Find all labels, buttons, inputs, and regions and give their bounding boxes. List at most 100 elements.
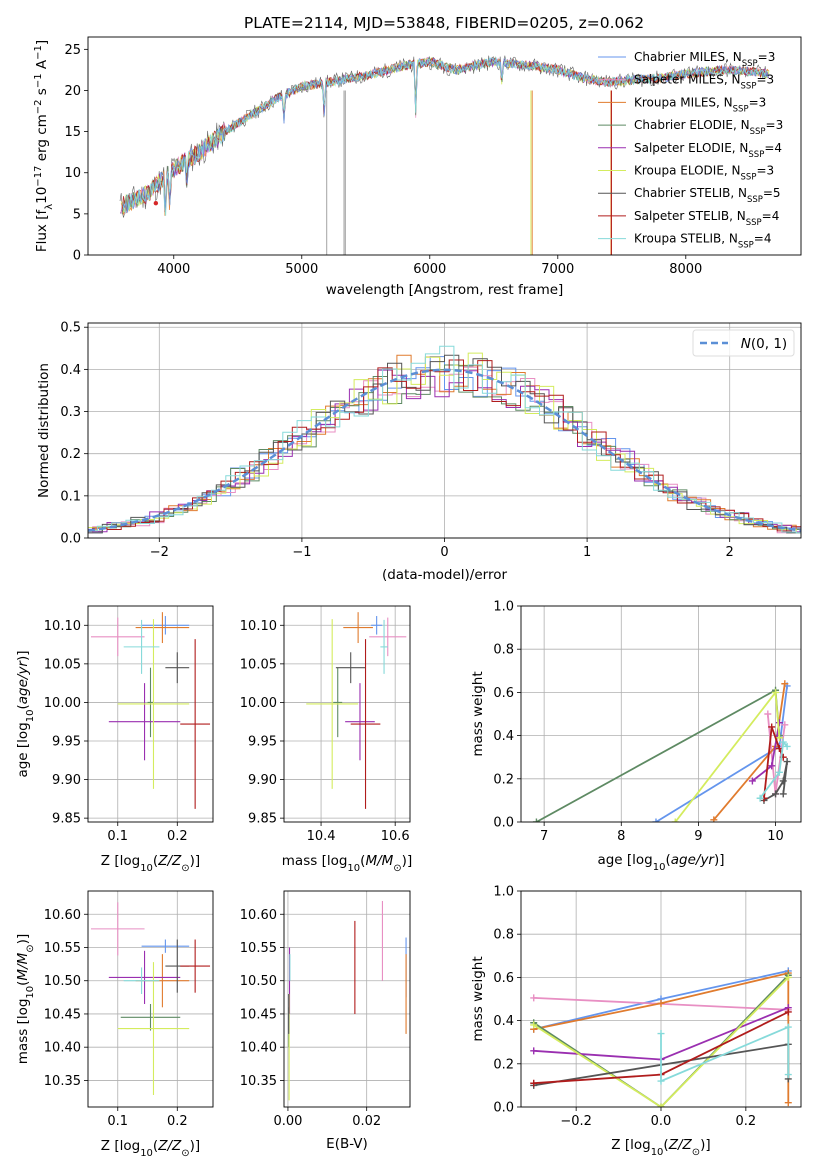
weight-vs-age-xlabel-part: )] [714, 852, 725, 868]
weight-vs-Z-xlabel-part: ( [663, 1137, 668, 1153]
weight-vs-age-ytick-label: 0.0 [493, 816, 514, 831]
spectrum-ytick-label: 25 [64, 43, 81, 58]
residual-histogram-xtick-label: −2 [150, 545, 169, 560]
histogram-legend-label-part: N [741, 336, 751, 352]
weight-vs-age-point-marker [671, 818, 679, 822]
age-vs-mass-xlabel-part: )] [402, 853, 413, 869]
mass-vs-EBV-errorbars [288, 900, 407, 1101]
weight-vs-age-xtick-label: 10 [767, 829, 784, 844]
weight-vs-age-point-marker [779, 738, 787, 746]
age-vs-mass-xlabel-part: M/M [365, 853, 393, 869]
residual-histogram-ytick-label: 0.5 [60, 321, 81, 336]
weight-vs-Z-xlabel-part: )] [700, 1137, 711, 1153]
age-vs-Z-ytick-label: 10.00 [44, 696, 81, 711]
legend-entry-value: =5 [763, 186, 781, 200]
mass-vs-Z-axes [84, 891, 213, 1111]
weight-vs-age-axes [517, 605, 801, 826]
age-vs-Z-xlabel-part: ⊙ [181, 863, 189, 874]
weight-vs-age-ylabel: mass weight [470, 671, 486, 756]
age-vs-Z-xlabel-part: Z [log [101, 853, 140, 869]
legend-entry-text: Kroupa STELIB, N [634, 232, 738, 246]
legend-entry-label: Kroupa ELODIE, NSSP=3 [634, 164, 774, 183]
weight-vs-age-point-marker [652, 818, 660, 822]
mass-vs-EBV-xtick-label: 0.02 [352, 1114, 381, 1129]
weight-vs-Z-point-marker [530, 1021, 538, 1029]
mass-vs-Z-ytick-label: 10.45 [44, 1007, 81, 1022]
age-vs-mass-xlabel-part: mass [log [282, 853, 348, 869]
legend-entry-value: =3 [766, 118, 784, 132]
histogram-ylabel: Normed distribution [36, 363, 52, 498]
weight-vs-age-xlabel-part: age [log [597, 852, 652, 868]
weight-vs-Z-xlabel: Z [log10(Z/Z⊙)] [611, 1137, 710, 1158]
legend-entry-sub: SSP [748, 150, 764, 160]
weight-vs-Z-xlabel-part: ⊙ [692, 1147, 700, 1158]
age-vs-Z-errorbars [90, 612, 211, 809]
age-vs-mass-ytick-label: 9.85 [248, 812, 277, 827]
residual-histogram-ytick-label: 0.2 [60, 447, 81, 462]
spectrum-ytick-label: 0 [73, 249, 81, 264]
spectrum-ylabel-part: erg cm [34, 114, 50, 165]
weight-vs-age-lines [532, 680, 791, 822]
mass-vs-EBV-ytick-label: 10.35 [240, 1074, 277, 1089]
mass-vs-Z-ylabel-part: ⊙ [25, 944, 36, 952]
histogram-legend-label-part: (0, 1) [751, 336, 787, 352]
legend-entry-label: Chabrier MILES, NSSP=3 [634, 50, 775, 69]
legend-entry-label: Salpeter ELODIE, NSSP=4 [634, 141, 782, 160]
spectrum-ytick-label: 15 [64, 125, 81, 140]
weight-vs-Z-ytick-label: 0.6 [493, 971, 514, 986]
weight-vs-age-point-marker [783, 742, 791, 750]
age-vs-Z-ylabel-part: )] [15, 650, 31, 661]
weight-vs-age-xtick-label: 9 [694, 829, 702, 844]
mass-vs-Z-xtick-label: 0.1 [107, 1114, 128, 1129]
age-vs-Z-frame [87, 605, 214, 823]
histogram-series-step [88, 354, 801, 534]
legend-entry-value: =4 [764, 141, 782, 155]
legend-entry-text: Salpeter STELIB, N [634, 209, 746, 223]
mass-vs-Z-ylabel: mass [log10(M/M⊙)] [15, 934, 36, 1064]
weight-vs-Z-point-marker [530, 994, 538, 1002]
mass-vs-Z-xlabel-part: ⊙ [181, 1148, 189, 1159]
age-vs-Z-ytick-label: 10.05 [44, 657, 81, 672]
weight-vs-Z-frame [520, 890, 802, 1108]
age-vs-mass-ytick-label: 10.10 [240, 619, 277, 634]
spectrum-ylabel-part: s [34, 88, 50, 99]
mass-vs-Z-xlabel-part: ( [153, 1138, 158, 1154]
weight-vs-Z-point-marker [784, 1099, 792, 1107]
weight-vs-Z-point-marker [657, 999, 665, 1007]
weight-vs-age-point-marker [756, 794, 764, 802]
weight-vs-Z-series-line [533, 974, 789, 1107]
spectrum-xlabel: wavelength [Angstrom, rest frame] [326, 282, 564, 298]
weight-vs-age-point-marker [775, 768, 783, 776]
weight-vs-age-xlabel-part: 10 [653, 862, 666, 873]
age-vs-Z-xtick-label: 0.1 [107, 829, 128, 844]
legend-entry-text: Chabrier MILES, N [634, 50, 742, 64]
age-vs-Z-axes [84, 606, 213, 826]
residual-histogram-ytick-label: 0.3 [60, 405, 81, 420]
weight-vs-Z-ylabel: mass weight [470, 956, 486, 1041]
age-vs-mass-frame [283, 605, 411, 823]
spectrum-ylabel-part: −17 [33, 166, 44, 187]
weight-vs-age-point-marker [768, 762, 776, 770]
gaussian-curve [88, 368, 801, 532]
mass-vs-EBV-axes [280, 891, 410, 1111]
residual-histogram-xtick-label: 0 [440, 545, 448, 560]
spectrum-masked-point [153, 200, 159, 206]
residual-histogram-frame [87, 322, 802, 539]
weight-vs-Z-xlabel-part: Z/Z [668, 1137, 693, 1153]
mass-vs-Z-ytick-label: 10.40 [44, 1041, 81, 1056]
mass-vs-Z-xlabel: Z [log10(Z/Z⊙)] [101, 1138, 200, 1159]
age-vs-Z-xlabel-part: 10 [140, 863, 153, 874]
spectrum-ylabel-part: −2 [33, 99, 44, 114]
legend-entry-sub: SSP [741, 173, 757, 183]
weight-vs-age-point-marker [779, 790, 787, 798]
histogram-series-step [88, 369, 801, 533]
weight-vs-Z-point-marker [657, 1103, 665, 1107]
residual-histogram-xtick-label: −1 [292, 545, 311, 560]
mass-vs-Z-ylabel-part: ( [15, 981, 31, 986]
age-vs-mass-errorbars [306, 612, 407, 809]
age-vs-mass-ytick-label: 9.95 [248, 735, 277, 750]
mass-vs-Z-xlabel-part: Z/Z [157, 1138, 182, 1154]
legend-entry-label: Kroupa MILES, NSSP=3 [634, 95, 766, 114]
mass-vs-EBV-ytick-label: 10.60 [240, 908, 277, 923]
